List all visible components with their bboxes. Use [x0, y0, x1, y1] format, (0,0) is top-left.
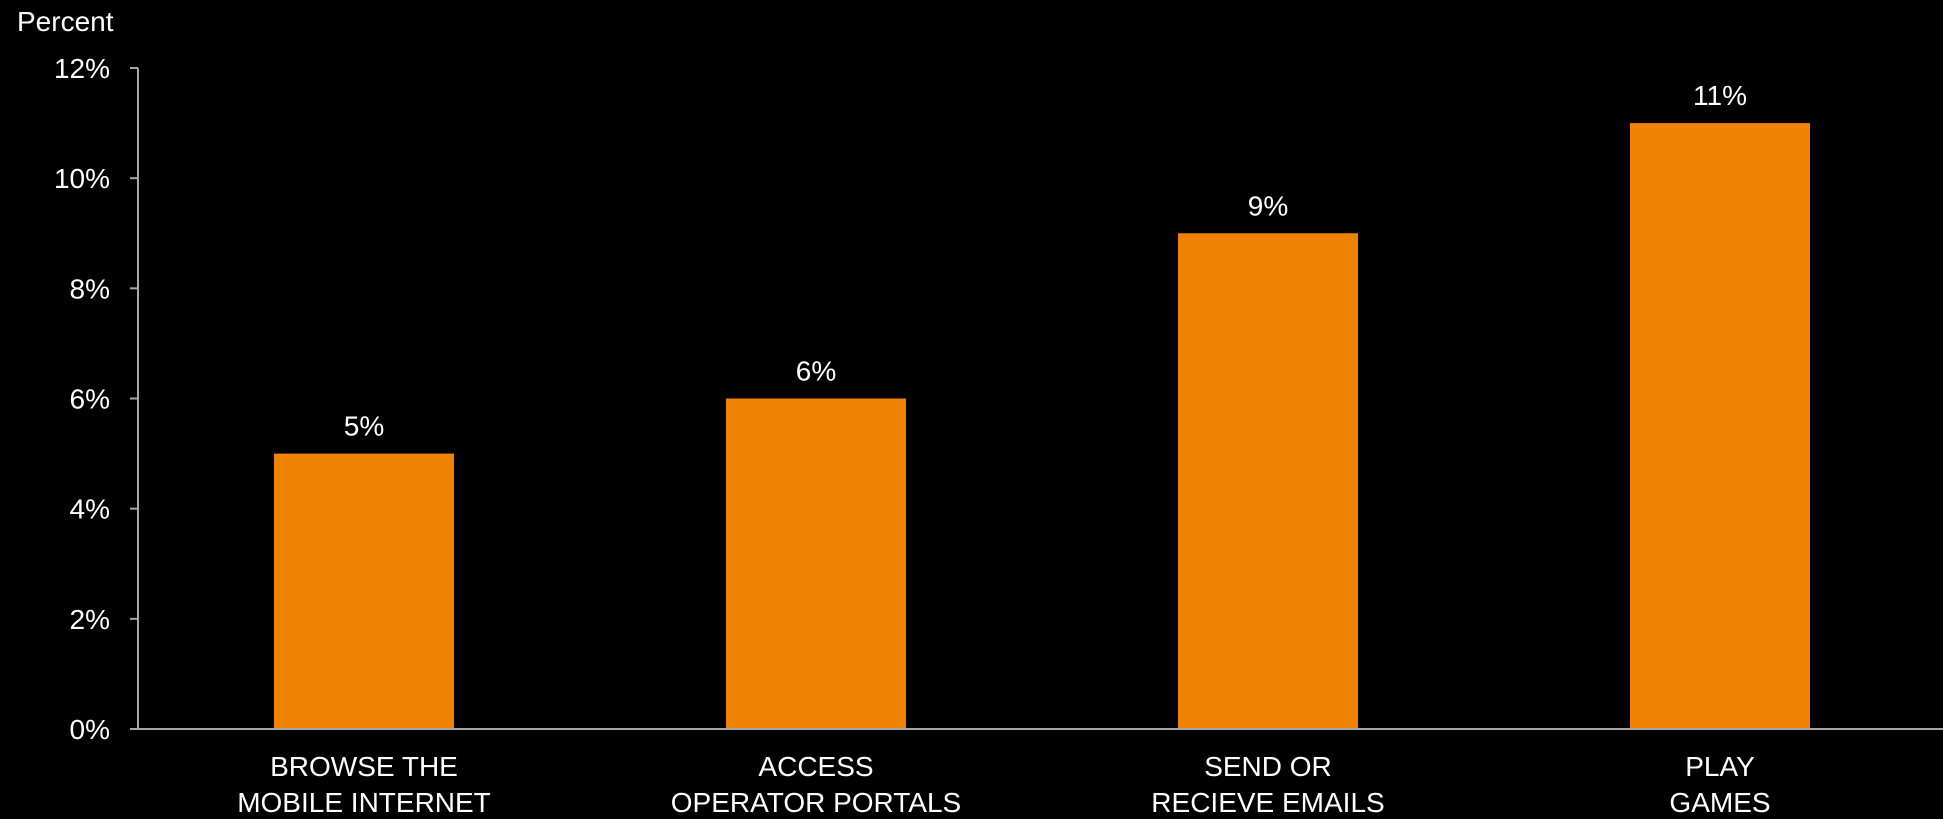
bar	[726, 398, 906, 729]
bar	[1630, 123, 1810, 730]
data-labels: 5% 6% 9% 11%	[344, 80, 1747, 442]
x-tick-label-line: ACCESS	[758, 751, 873, 782]
y-tick-label: 12%	[54, 53, 110, 84]
data-label: 11%	[1693, 80, 1747, 111]
x-tick-label: ACCESS OPERATOR PORTALS	[671, 751, 961, 818]
y-tick-label: 2%	[70, 604, 110, 635]
x-tick-label-line: PLAY	[1685, 751, 1755, 782]
y-tick-label: 0%	[70, 714, 110, 745]
x-tick-label: SEND OR RECIEVE EMAILS	[1151, 751, 1384, 818]
y-tick-label: 4%	[70, 494, 110, 525]
y-tick-label: 10%	[54, 163, 110, 194]
y-axis-ticks: 0% 2% 4% 6% 8% 10% 12%	[54, 53, 138, 745]
data-label: 6%	[796, 356, 836, 387]
x-tick-label-line: GAMES	[1669, 787, 1770, 818]
x-tick-label: PLAY GAMES	[1669, 751, 1770, 818]
y-tick-label: 6%	[70, 384, 110, 415]
x-tick-label: BROWSE THE MOBILE INTERNET	[237, 751, 491, 818]
x-tick-label-line: SEND OR	[1204, 751, 1332, 782]
x-tick-label-line: BROWSE THE	[270, 751, 458, 782]
bars	[274, 123, 1810, 730]
y-tick-label: 8%	[70, 273, 110, 304]
x-axis-labels: BROWSE THE MOBILE INTERNET ACCESS OPERATOR …	[237, 751, 1770, 818]
x-tick-label-line: MOBILE INTERNET	[237, 787, 491, 818]
y-axis-label: Percent	[17, 6, 114, 37]
x-tick-label-line: RECIEVE EMAILS	[1151, 787, 1384, 818]
bar	[274, 453, 454, 729]
bar	[1178, 233, 1358, 729]
data-label: 5%	[344, 411, 384, 442]
data-label: 9%	[1248, 190, 1288, 221]
x-tick-label-line: OPERATOR PORTALS	[671, 787, 961, 818]
